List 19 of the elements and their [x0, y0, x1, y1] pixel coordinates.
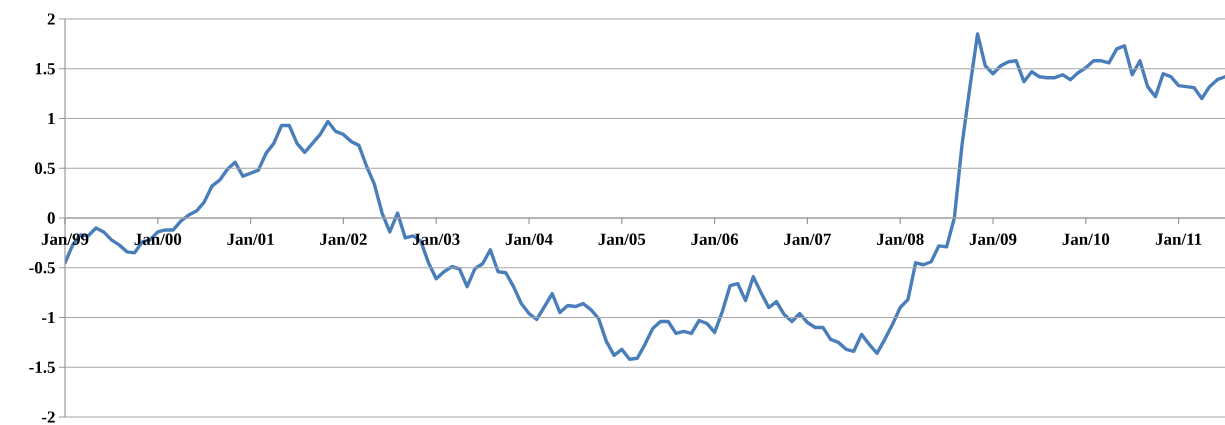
y-tick-label: -1: [42, 311, 55, 324]
y-tick-label: -0.5: [29, 262, 55, 274]
x-tick-label: Jan/05: [598, 233, 646, 245]
x-tick-label: Jan/10: [1062, 233, 1110, 245]
y-tick-label: -2: [42, 411, 55, 423]
x-tick-label: Jan/09: [969, 233, 1017, 245]
y-tick-label: 0.5: [34, 162, 55, 174]
x-tick-label: Jan/07: [784, 233, 831, 245]
x-tick-label: Jan/11: [1155, 233, 1202, 245]
y-tick-label: -1.5: [29, 361, 55, 373]
y-tick-label: 0: [47, 212, 55, 224]
y-tick-label: 1.5: [35, 63, 55, 75]
x-tick-label: Jan/02: [320, 233, 367, 245]
x-tick-label: Jan/08: [876, 233, 924, 245]
x-tick-label: Jan/06: [691, 233, 739, 245]
y-tick-label: 1: [48, 112, 55, 125]
x-tick-label: Jan/01: [227, 233, 274, 245]
x-tick-label: Jan/04: [505, 233, 553, 245]
y-tick-label: 2: [47, 13, 55, 25]
